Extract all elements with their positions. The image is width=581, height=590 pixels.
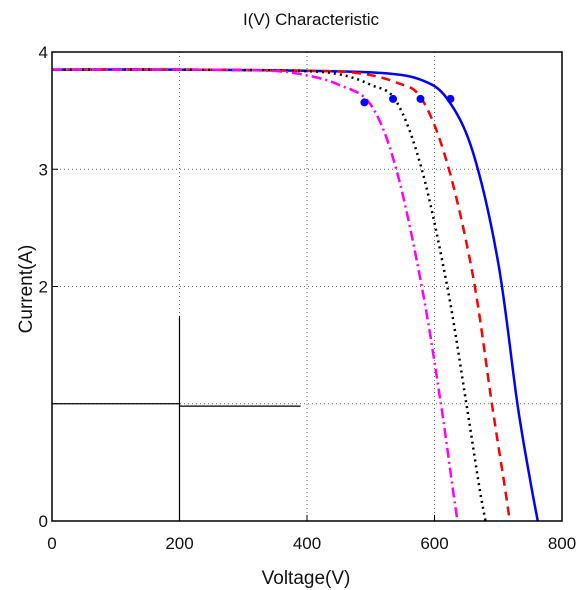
y-axis-label: Current(A) xyxy=(16,245,37,334)
series-line-4 xyxy=(51,68,459,522)
x-tick-label: 800 xyxy=(548,534,576,553)
chart-title: I(V) Characteristic xyxy=(243,10,380,29)
x-tick-label: 0 xyxy=(47,534,56,553)
series-line-2 xyxy=(51,68,511,522)
x-tick-label: 600 xyxy=(420,534,448,553)
series-line-3 xyxy=(51,68,487,522)
y-tick-label: 3 xyxy=(39,160,48,179)
series-layer xyxy=(51,68,540,522)
x-tick-label: 400 xyxy=(293,534,321,553)
y-tick-label: 4 xyxy=(39,43,48,62)
x-axis-label: Voltage(V) xyxy=(262,568,351,589)
mpp-marker-4 xyxy=(360,98,369,107)
mpp-marker-2 xyxy=(416,94,425,103)
mpp-marker-1 xyxy=(446,94,455,103)
tick-labels: 0 200 400 600 800 0 2 3 4 xyxy=(39,43,577,553)
grid xyxy=(52,52,562,521)
y-tick-label: 0 xyxy=(39,512,48,531)
mpp-marker-3 xyxy=(389,94,398,103)
y-tick-label: 2 xyxy=(39,278,48,297)
series-line-1 xyxy=(51,68,540,522)
x-tick-label: 200 xyxy=(165,534,193,553)
annotation-lines xyxy=(52,315,301,521)
